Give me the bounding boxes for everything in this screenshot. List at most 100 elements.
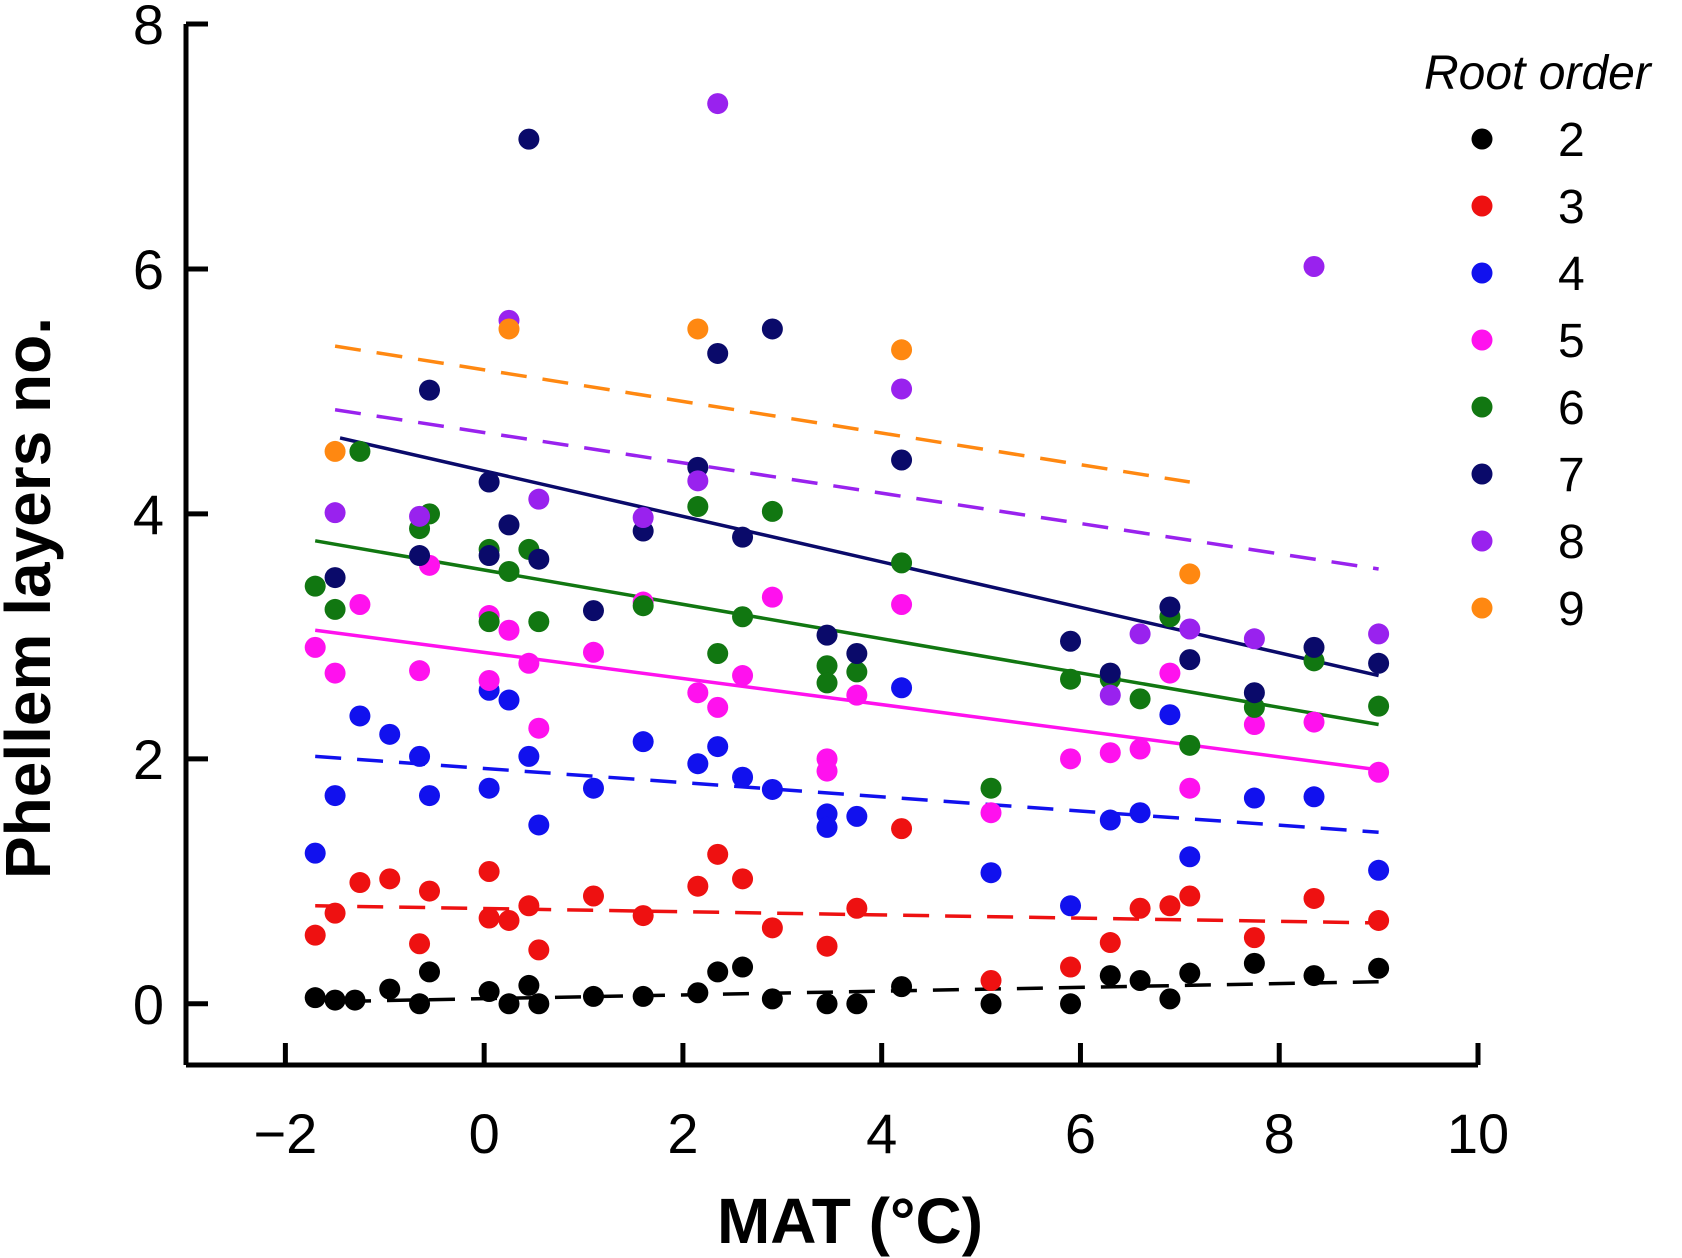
data-point-order-4 (379, 723, 401, 745)
data-point-order-4 (891, 677, 913, 699)
trend-line-order-7 (339, 436, 1380, 678)
data-point-order-2 (1099, 965, 1121, 987)
data-point-order-2 (816, 993, 838, 1015)
data-point-order-2 (891, 976, 913, 998)
legend-marker-6 (1471, 396, 1493, 418)
data-point-order-2 (379, 978, 401, 1000)
data-point-order-2 (1159, 988, 1181, 1010)
data-point-order-4 (816, 816, 838, 838)
data-point-order-5 (846, 684, 868, 706)
data-point-order-7 (761, 318, 783, 340)
legend-label-8: 8 (1558, 516, 1585, 569)
data-point-order-3 (1159, 895, 1181, 917)
data-point-order-3 (478, 907, 500, 929)
data-point-order-7 (891, 449, 913, 471)
data-point-order-4 (1159, 704, 1181, 726)
x-tick-label: 8 (1264, 1102, 1295, 1165)
y-tick-label: 0 (133, 973, 164, 1036)
data-point-order-7 (478, 545, 500, 567)
data-point-order-2 (324, 989, 346, 1011)
x-tick-label: 2 (667, 1102, 698, 1165)
data-point-order-3 (518, 895, 540, 917)
data-point-order-4 (1060, 895, 1082, 917)
data-point-order-4 (528, 814, 550, 836)
trend-line-order-4 (315, 754, 1379, 835)
y-tick-label: 6 (133, 238, 164, 301)
data-point-order-7 (1243, 682, 1265, 704)
data-point-order-3 (1368, 909, 1390, 931)
legend: Root order 2 3 4 5 6 7 8 9 (1424, 47, 1653, 636)
data-point-order-2 (761, 988, 783, 1010)
data-point-order-3 (980, 969, 1002, 991)
data-point-order-4 (418, 785, 440, 807)
x-axis-ticks: −2 0 2 4 6 8 10 (253, 1043, 1509, 1165)
data-point-order-2 (1368, 957, 1390, 979)
data-point-order-8 (687, 470, 709, 492)
legend-marker-4 (1471, 262, 1493, 284)
data-point-order-5 (498, 619, 520, 641)
data-point-order-4 (980, 862, 1002, 884)
x-tick-label: 10 (1447, 1102, 1509, 1165)
legend-marker-8 (1471, 530, 1493, 552)
legend-label-2: 2 (1558, 114, 1585, 167)
x-tick-label: −2 (253, 1102, 317, 1165)
data-point-order-5 (478, 669, 500, 691)
data-point-order-4 (518, 745, 540, 767)
data-point-order-7 (707, 342, 729, 364)
data-point-order-5 (518, 652, 540, 674)
data-point-order-4 (349, 705, 371, 727)
trend-line-order-5 (314, 628, 1379, 772)
legend-marker-2 (1471, 128, 1493, 150)
data-point-order-4 (1099, 809, 1121, 831)
data-point-order-6 (846, 661, 868, 683)
data-point-order-4 (324, 785, 346, 807)
data-point-order-7 (732, 526, 754, 548)
data-point-order-3 (687, 875, 709, 897)
data-point-order-7 (816, 624, 838, 646)
data-point-order-3 (816, 935, 838, 957)
data-point-order-5 (1099, 742, 1121, 764)
data-point-order-4 (1303, 786, 1325, 808)
legend-marker-7 (1471, 463, 1493, 485)
data-point-order-3 (418, 880, 440, 902)
x-tick-label: 4 (866, 1102, 897, 1165)
data-point-order-4 (707, 736, 729, 758)
data-point-order-6 (687, 496, 709, 518)
y-axis-title: Phellem layers no. (0, 317, 64, 879)
data-point-order-6 (1368, 695, 1390, 717)
x-tick-label: 6 (1065, 1102, 1096, 1165)
data-point-order-5 (1243, 714, 1265, 736)
data-point-order-7 (418, 379, 440, 401)
data-point-order-8 (632, 507, 654, 529)
data-point-order-6 (478, 611, 500, 633)
data-point-order-6 (707, 642, 729, 664)
data-point-order-2 (478, 981, 500, 1003)
data-point-order-4 (478, 777, 500, 799)
data-point-order-2 (582, 985, 604, 1007)
data-point-order-2 (418, 961, 440, 983)
data-point-order-2 (980, 993, 1002, 1015)
data-point-order-6 (498, 560, 520, 582)
trend-lines (314, 344, 1380, 1004)
data-point-order-3 (409, 933, 431, 955)
data-point-order-6 (891, 552, 913, 574)
data-point-order-4 (1129, 802, 1151, 824)
data-point-order-5 (891, 594, 913, 616)
data-point-order-2 (1179, 962, 1201, 984)
data-point-order-6 (304, 575, 326, 597)
data-point-order-7 (1099, 662, 1121, 684)
data-point-order-7 (324, 567, 346, 589)
data-point-order-4 (1368, 859, 1390, 881)
data-point-order-2 (1129, 969, 1151, 991)
data-point-order-6 (349, 440, 371, 462)
x-axis-title: MAT (°C) (717, 1185, 983, 1257)
data-point-order-2 (498, 993, 520, 1015)
data-point-order-7 (846, 642, 868, 664)
data-point-order-4 (761, 778, 783, 800)
data-point-order-3 (478, 860, 500, 882)
data-point-order-9 (891, 339, 913, 361)
data-point-order-7 (498, 514, 520, 536)
data-point-order-3 (632, 905, 654, 927)
plot-area: −2 0 2 4 6 8 10 0 2 4 6 8 (133, 0, 1509, 1165)
